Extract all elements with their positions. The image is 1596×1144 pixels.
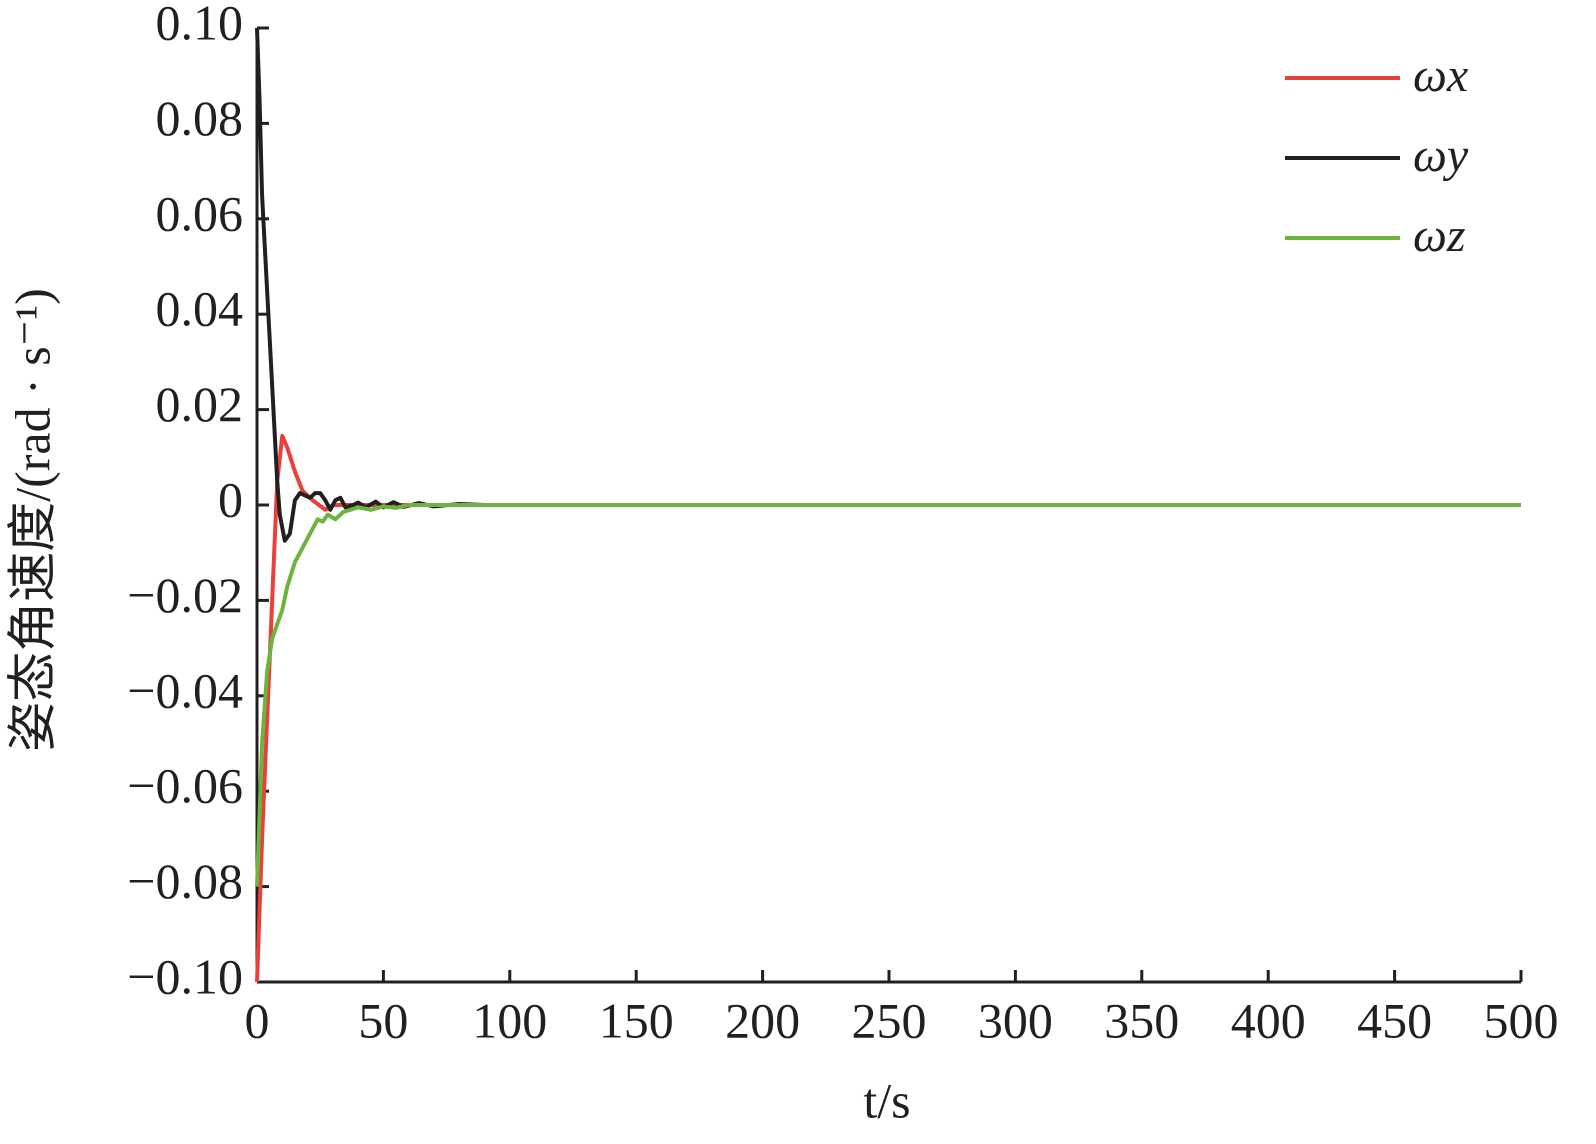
x-tick-label: 0	[245, 992, 270, 1048]
x-tick-label: 400	[1231, 992, 1306, 1048]
legend-label: ωx	[1413, 49, 1468, 102]
y-tick-label: 0.04	[156, 281, 244, 337]
legend-label: ωz	[1413, 209, 1466, 262]
x-tick-label: 450	[1357, 992, 1432, 1048]
y-tick-label: 0	[218, 471, 243, 527]
y-axis-label: 姿态角速度/(rad · s⁻¹)	[4, 288, 60, 752]
y-tick-label: 0.06	[156, 185, 244, 241]
data-line	[255, 503, 1521, 887]
x-tick-label: 200	[725, 992, 800, 1048]
y-tick-label: 0.10	[156, 0, 244, 50]
x-tick-label: 500	[1484, 992, 1559, 1048]
y-tick-label: −0.06	[127, 758, 243, 814]
legend-label: ωy	[1413, 129, 1469, 182]
x-tick-label: 100	[472, 992, 547, 1048]
y-tick-label: −0.04	[127, 662, 243, 718]
x-tick-label: 50	[358, 992, 408, 1048]
y-tick-label: 0.08	[156, 90, 244, 146]
x-tick-label: 250	[852, 992, 927, 1048]
x-axis-label: t/s	[863, 1072, 910, 1128]
y-tick-label: 0.02	[156, 376, 244, 432]
x-tick-label: 150	[599, 992, 674, 1048]
y-tick-label: −0.08	[127, 853, 243, 909]
x-tick-label: 350	[1104, 992, 1179, 1048]
x-tick-label: 300	[978, 992, 1053, 1048]
data-line	[255, 433, 1521, 983]
data-line	[255, 27, 1521, 543]
y-tick-label: −0.02	[127, 567, 243, 623]
y-tick-label: −0.10	[127, 948, 243, 1004]
